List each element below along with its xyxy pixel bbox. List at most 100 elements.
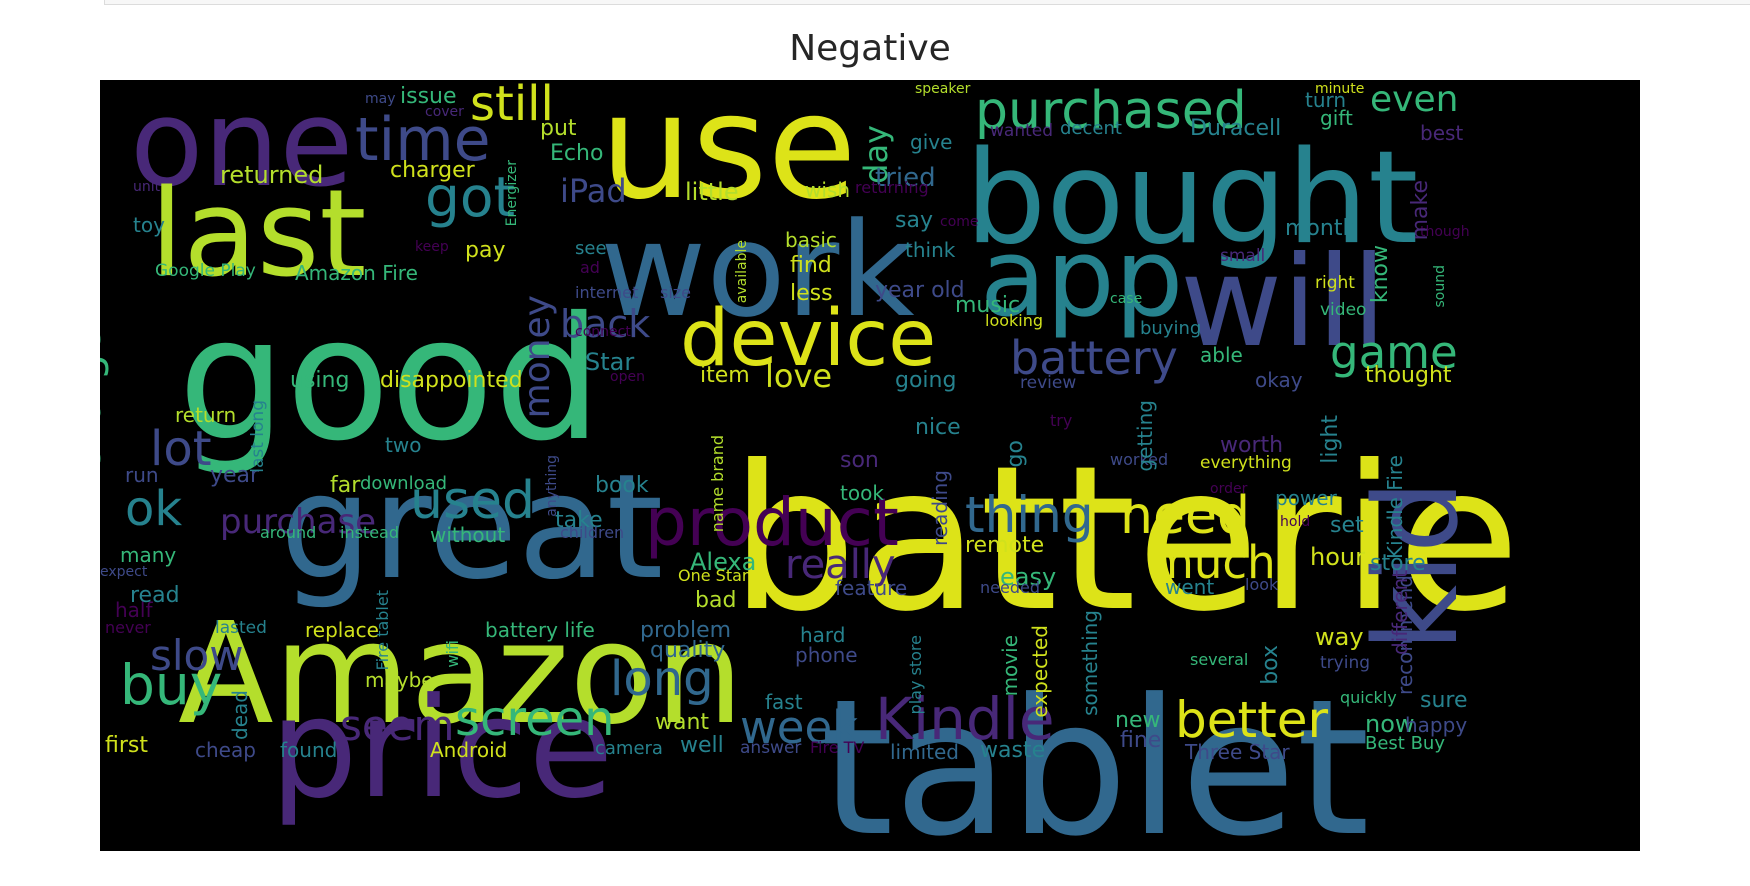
cloud-word: new — [1115, 708, 1161, 733]
cloud-word: nice — [915, 415, 961, 440]
cloud-word: bought — [965, 124, 1419, 273]
cloud-word: quality — [650, 638, 726, 663]
cloud-word: little — [685, 178, 739, 206]
cloud-word: love — [765, 357, 833, 395]
cloud-word: now — [1365, 710, 1415, 738]
cloud-word: keep — [415, 239, 449, 255]
cloud-word: took — [840, 481, 884, 505]
cloud-word: slow — [150, 631, 244, 680]
cloud-word: feature — [835, 576, 908, 600]
cloud-word: remote — [965, 533, 1045, 558]
cloud-word: wifi — [443, 640, 462, 668]
cloud-word: power — [1275, 486, 1337, 510]
cloud-word: anything — [544, 455, 560, 517]
cloud-word: play store — [906, 635, 925, 715]
cloud-word: getting — [1133, 400, 1157, 472]
cloud-word: problem — [640, 618, 732, 643]
cloud-word: charger — [390, 158, 475, 183]
cloud-word: open — [610, 369, 645, 385]
word-cloud: batterie tablet good Amazon great price use bou… — [100, 80, 1640, 851]
cloud-word: several — [1190, 650, 1249, 669]
cloud-word: light — [1318, 415, 1343, 464]
cloud-word: price — [270, 668, 614, 829]
cloud-word: Alexa — [690, 548, 757, 576]
cloud-word: trying — [1320, 653, 1371, 673]
cloud-word: decent — [1060, 118, 1122, 139]
cloud-word: buying — [1140, 318, 1202, 339]
cloud-word: Google Play — [155, 261, 256, 281]
cloud-word: returned — [220, 161, 324, 189]
cloud-word: Best Buy — [1365, 733, 1445, 754]
cloud-word: tried — [875, 163, 936, 193]
cloud-word: best — [1420, 121, 1464, 145]
cloud-word: used — [410, 471, 536, 531]
figure-title: Negative — [789, 28, 951, 69]
cloud-word: purchased — [975, 81, 1247, 141]
cloud-word: happy — [1405, 713, 1468, 737]
cloud-word: everything — [1200, 453, 1292, 473]
cloud-word: Fire tablet — [373, 590, 392, 671]
cloud-word: run — [125, 463, 159, 487]
cloud-word: one — [130, 80, 354, 214]
cloud-word: try — [1050, 411, 1073, 430]
cloud-word: maybe — [365, 668, 434, 692]
cloud-word: dead — [228, 690, 252, 740]
cloud-word: Energizer — [504, 160, 520, 227]
cloud-word: One Star — [678, 566, 749, 585]
cloud-word: year old — [875, 278, 965, 303]
cloud-word: turn — [1305, 88, 1347, 112]
cloud-word: less — [790, 281, 833, 306]
cloud-word: will — [1180, 230, 1387, 375]
cloud-word: good — [178, 281, 602, 479]
cloud-word: know — [1368, 245, 1393, 304]
cloud-word: minute — [1315, 81, 1365, 97]
cloud-word: got — [425, 165, 516, 229]
cloud-word: great — [280, 443, 664, 612]
cloud-word: returning — [855, 178, 929, 197]
cloud-word: many — [120, 543, 177, 567]
cloud-word: around — [260, 523, 317, 542]
cloud-word: Android — [430, 738, 508, 762]
cloud-word: put — [540, 116, 577, 141]
cloud-word: music — [955, 293, 1021, 318]
cloud-word: Amazon Fire — [295, 261, 418, 285]
cloud-word: different — [1388, 570, 1412, 655]
cloud-word: go — [1003, 440, 1028, 468]
cloud-word: thought — [1365, 363, 1452, 388]
cloud-word: tablet — [820, 659, 1370, 852]
cloud-word: charge — [100, 328, 110, 473]
cloud-word: time — [355, 105, 491, 175]
cloud-word: hour — [1310, 543, 1365, 571]
cloud-word: much — [1150, 536, 1276, 589]
cloud-word: children — [560, 523, 625, 542]
cloud-word: fine — [1120, 728, 1162, 753]
cloud-word: really — [785, 542, 896, 588]
cloud-word: game — [1330, 326, 1458, 379]
cloud-word: wish — [805, 178, 851, 202]
cloud-word: seem — [340, 701, 455, 750]
cloud-word: toy — [133, 213, 165, 237]
cloud-word: Echo — [550, 141, 604, 166]
cloud-word: video — [1320, 300, 1367, 320]
cloud-word: Three Star — [1185, 740, 1290, 764]
cloud-word: without — [430, 523, 506, 547]
cloud-word: set — [1330, 513, 1364, 538]
cloud-word: camera — [595, 738, 663, 759]
cloud-word: book — [595, 473, 649, 498]
cloud-word: way — [1315, 623, 1364, 651]
cloud-word: take — [555, 508, 603, 533]
cloud-word: going — [895, 368, 957, 393]
cloud-word: still — [470, 80, 554, 132]
cloud-word: son — [840, 448, 879, 473]
cloud-word: find — [790, 253, 832, 278]
cloud-word: lot — [150, 421, 212, 477]
cloud-word: looking — [985, 311, 1044, 330]
cloud-word: disappointed — [380, 368, 523, 393]
cloud-word: buy — [120, 653, 223, 717]
cloud-word: batterie — [730, 423, 1521, 656]
cloud-word: think — [905, 238, 956, 262]
cloud-word: long — [610, 651, 714, 707]
cloud-word: replace — [305, 618, 379, 642]
cloud-word: back — [560, 302, 651, 346]
cloud-word: needed — [980, 578, 1040, 597]
